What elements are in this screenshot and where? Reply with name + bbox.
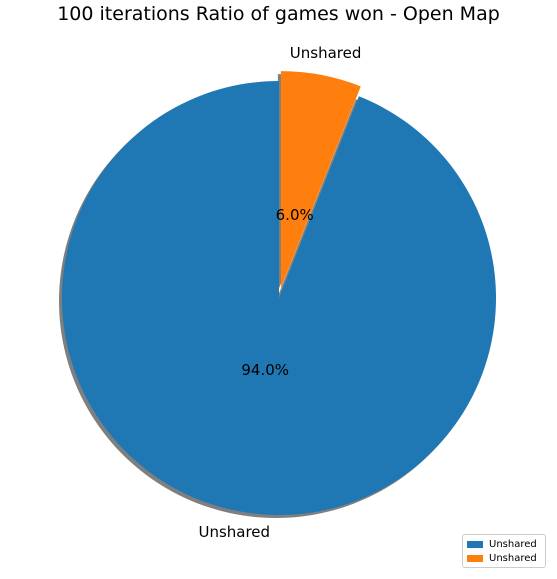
legend-label: Unshared (489, 552, 537, 564)
legend-label: Unshared (489, 538, 537, 550)
legend-swatch (467, 554, 483, 562)
pie-slice (280, 71, 361, 289)
legend-item: Unshared (467, 551, 541, 565)
chart-title: 100 iterations Ratio of games won - Open… (57, 3, 500, 25)
chart-legend: Unshared Unshared (462, 534, 546, 568)
legend-item: Unshared (467, 537, 541, 551)
pie-slice (61, 81, 496, 515)
slice-percent-label: 94.0% (241, 361, 289, 379)
legend-swatch (467, 540, 483, 548)
slice-label: Unshared (198, 523, 270, 541)
slice-label: Unshared (290, 44, 362, 62)
slice-percent-label: 6.0% (276, 206, 314, 224)
